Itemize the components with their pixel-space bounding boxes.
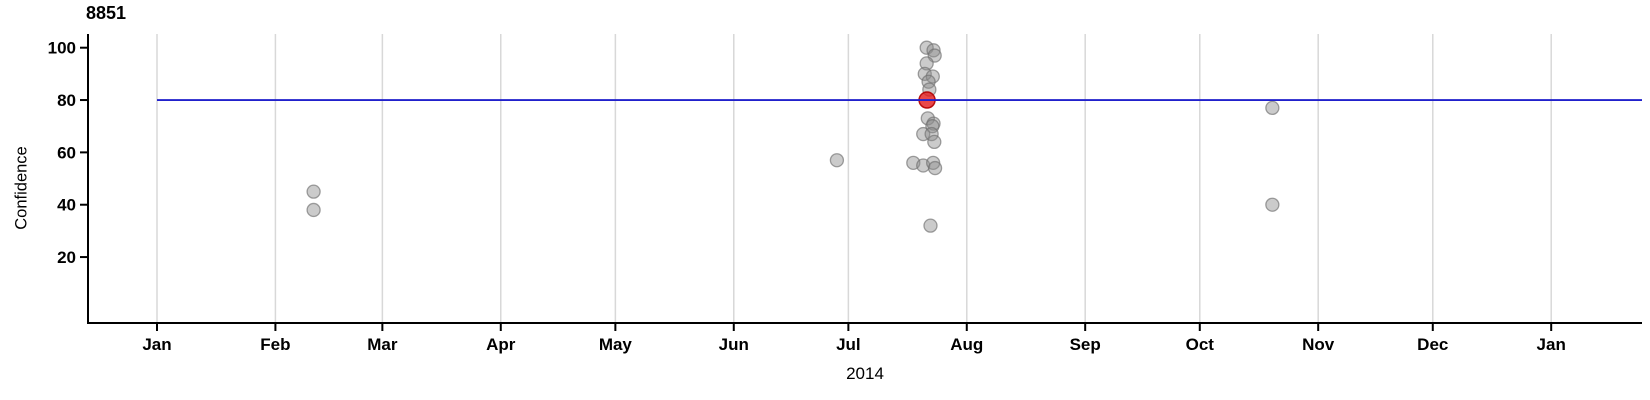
- x-tick-label: May: [599, 335, 633, 354]
- data-point: [1265, 100, 1280, 116]
- data-point: [924, 126, 939, 142]
- x-tick-label: Oct: [1186, 335, 1215, 354]
- data-point: [927, 134, 942, 150]
- y-tick-label: 100: [48, 39, 76, 58]
- x-tick-label: Jan: [1537, 335, 1566, 354]
- chart-title: 8851: [86, 3, 127, 23]
- y-tick-label: 80: [57, 91, 76, 110]
- x-tick-label: Jul: [836, 335, 861, 354]
- data-point: [927, 160, 943, 176]
- x-tick-label: Feb: [260, 335, 290, 354]
- x-tick-label: Apr: [486, 335, 516, 354]
- x-tick-label: Aug: [950, 335, 983, 354]
- data-point: [923, 218, 938, 233]
- data-point: [917, 66, 932, 82]
- x-tick-label: Nov: [1302, 335, 1335, 354]
- data-point: [306, 202, 321, 218]
- data-point: [829, 153, 845, 168]
- x-tick-label: Sep: [1070, 335, 1101, 354]
- data-point: [306, 184, 321, 199]
- x-tick-label: Dec: [1417, 335, 1448, 354]
- x-tick-label: Jun: [719, 335, 749, 354]
- x-tick-label: Jan: [142, 335, 171, 354]
- y-tick-label: 60: [57, 143, 76, 162]
- y-tick-label: 40: [57, 196, 76, 215]
- x-tick-label: Mar: [367, 335, 398, 354]
- data-point: [1265, 197, 1280, 212]
- x-axis-label: 2014: [846, 364, 884, 383]
- y-axis-label: Confidence: [12, 146, 31, 230]
- y-tick-label: 20: [57, 248, 76, 267]
- data-point: [926, 43, 941, 58]
- data-point: [919, 56, 934, 71]
